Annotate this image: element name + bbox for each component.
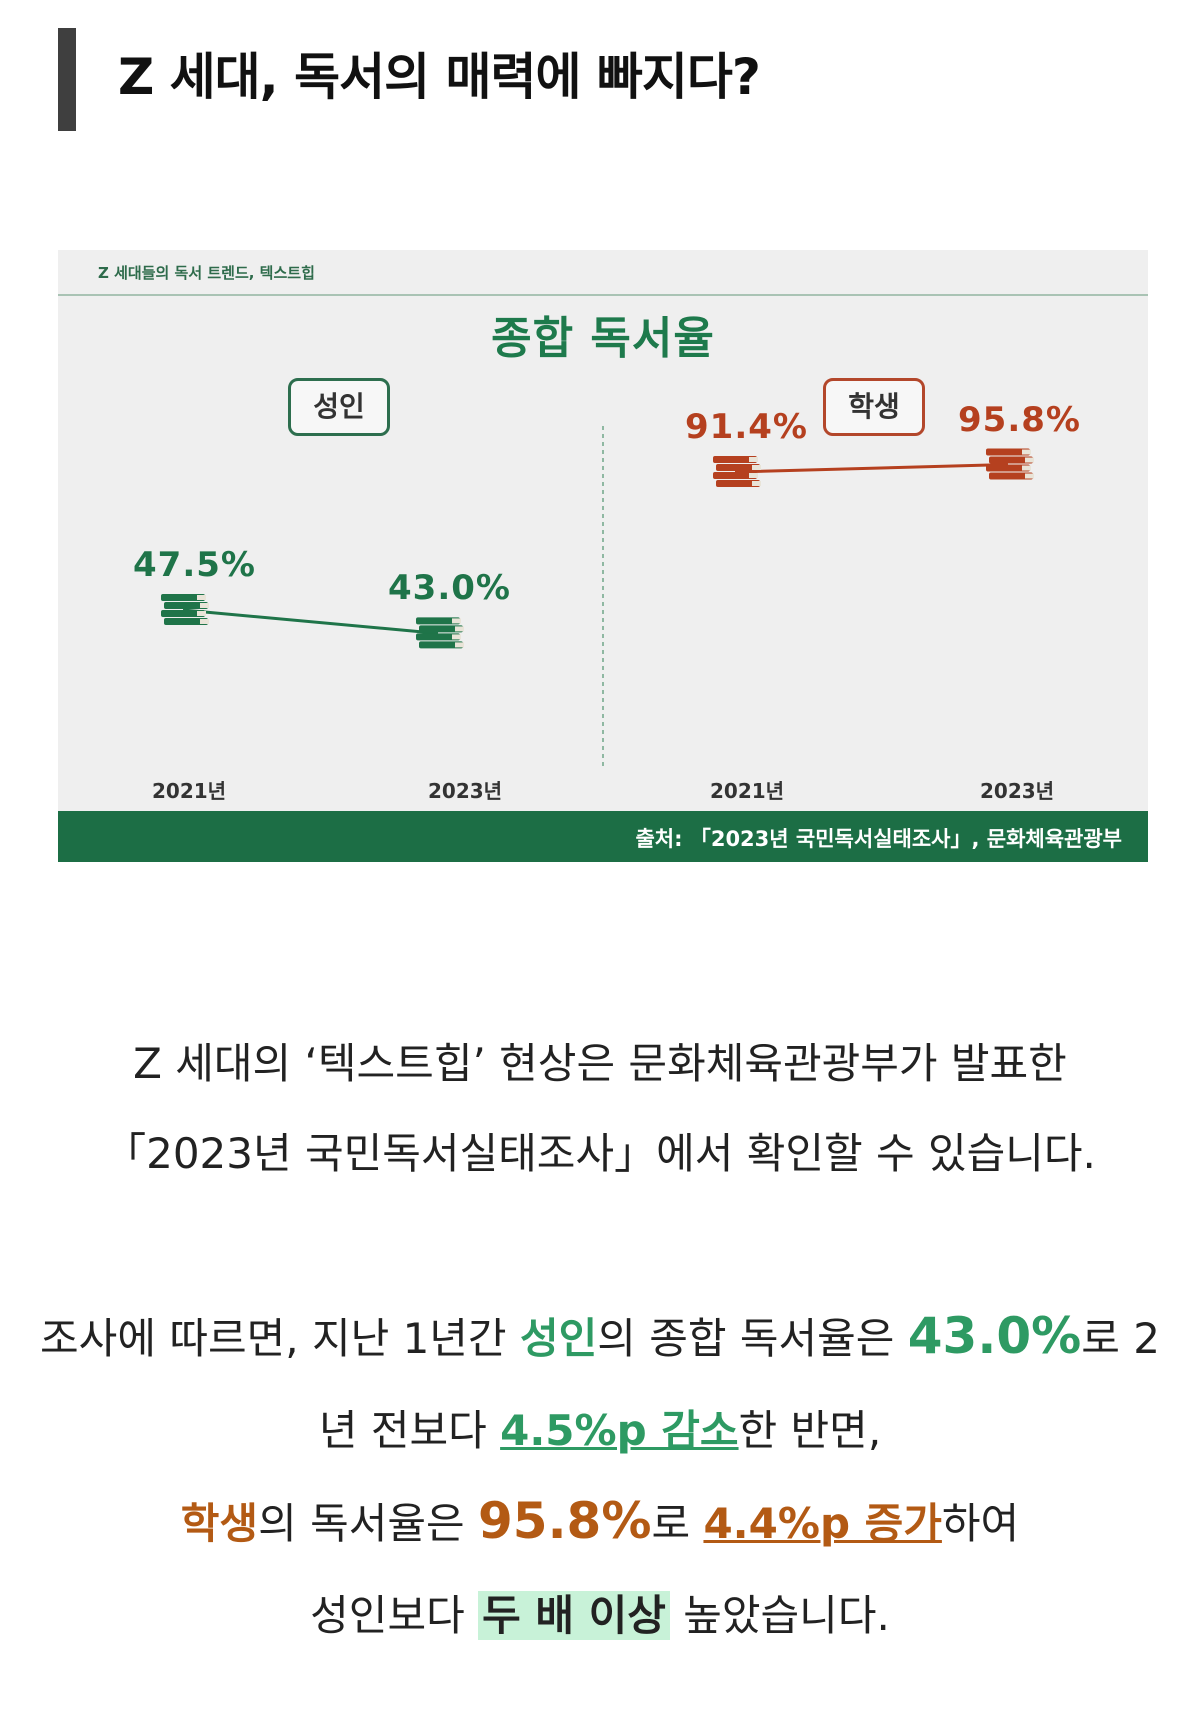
body-paragraph-4: 년 전보다 4.5%p 감소한 반면, [0,1397,1200,1458]
title-accent-bar [58,28,76,131]
book-icon [419,641,463,649]
body-paragraph-2: 「2023년 국민독서실태조사」에서 확인할 수 있습니다. [104,1129,1096,1178]
reading-rate-infographic: Z 세대들의 독서 트렌드, 텍스트힙 종합 독서율 성인 학생 47.5% 4… [58,250,1148,862]
student-year-2021-label: 2021년 [710,779,785,803]
adult-2021-book-stack-icon [161,594,209,625]
book-pages-icon [197,611,206,616]
book-pages-icon [749,473,758,478]
student-keyword: 학생 [180,1499,259,1548]
book-icon [416,617,460,625]
page-title: Z 세대, 독서의 매력에 빠지다? [118,48,761,106]
adult-year-2021-label: 2021년 [152,779,227,803]
text-segment: 높았습니다. [669,1591,890,1640]
text-segment: 조사에 따르면, 지난 1년간 [40,1314,520,1363]
body-paragraph-1: Z 세대의 ‘텍스트힙’ 현상은 문화체육관광부가 발표한 [133,1039,1067,1088]
adult-2023-value-label: 43.0% [388,568,511,609]
student-group-badge: 학생 [823,378,925,436]
text-segment: 년 전보다 [318,1406,501,1455]
book-icon [419,625,463,633]
book-pages-icon [455,626,464,632]
source-footer: 출처: 「2023년 국민독서실태조사」, 문화체육관광부 [58,811,1148,862]
body-paragraph-5: 학생의 독서율은 95.8%로 4.4%p 증가하여 [0,1490,1200,1551]
book-pages-icon [200,619,209,624]
book-icon [161,610,205,617]
source-text: 출처: 「2023년 국민독서실태조사」, 문화체육관광부 [635,827,1122,851]
student-2023-book-stack-icon [986,448,1034,480]
book-icon [416,633,460,641]
text-segment: 의 독서율은 [258,1499,478,1548]
book-icon [164,618,208,625]
book-icon [161,594,205,601]
text-segment: 의 종합 독서율은 [597,1314,908,1363]
adult-year-2023-label: 2023년 [428,779,503,803]
student-series-line [734,463,1009,474]
adult-change-highlight: 4.5%p 감소 [500,1406,739,1455]
book-pages-icon [1022,465,1031,471]
book-pages-icon [752,481,761,486]
book-pages-icon [1022,449,1031,455]
text-segment: 성인보다 [310,1591,479,1640]
student-2021-value-label: 91.4% [685,407,808,447]
book-pages-icon [1025,473,1034,479]
book-icon [986,464,1030,472]
student-change-highlight: 4.4%p 증가 [703,1499,942,1548]
infographic-header: Z 세대들의 독서 트렌드, 텍스트힙 [98,264,315,282]
adult-2023-book-stack-icon [416,617,464,649]
text-segment: 하여 [941,1499,1020,1548]
book-icon [716,464,760,471]
adult-group-badge: 성인 [288,378,390,436]
adult-2021-value-label: 47.5% [133,545,256,585]
book-pages-icon [200,603,209,608]
student-rate-highlight: 95.8% [477,1492,652,1550]
book-icon [989,456,1033,464]
adult-keyword: 성인 [519,1314,598,1363]
book-pages-icon [197,595,206,600]
text-segment: 로 [651,1499,704,1548]
student-2021-book-stack-icon [713,456,761,487]
book-icon [713,456,757,463]
book-icon [986,448,1030,456]
book-icon [989,472,1033,480]
book-pages-icon [455,642,464,648]
header-divider [58,294,1148,296]
body-paragraph-6: 성인보다 두 배 이상 높았습니다. [0,1582,1200,1643]
book-pages-icon [452,634,461,640]
adult-rate-highlight: 43.0% [907,1307,1082,1365]
book-pages-icon [452,618,461,624]
book-icon [716,480,760,487]
adult-series-line [182,608,439,635]
double-highlight: 두 배 이상 [478,1591,670,1640]
chart-svg [161,426,1034,766]
body-paragraph-3: 조사에 따르면, 지난 1년간 성인의 종합 독서율은 43.0%로 2 [0,1305,1200,1366]
book-icon [713,472,757,479]
book-pages-icon [1025,457,1034,463]
student-year-2023-label: 2023년 [980,779,1055,803]
book-pages-icon [749,457,758,462]
book-icon [164,602,208,609]
chart-heading: 종합 독서율 [491,313,715,364]
text-segment: 로 2 [1081,1314,1160,1363]
student-2023-value-label: 95.8% [958,399,1081,440]
book-pages-icon [752,465,761,470]
text-segment: 한 반면, [738,1406,882,1455]
